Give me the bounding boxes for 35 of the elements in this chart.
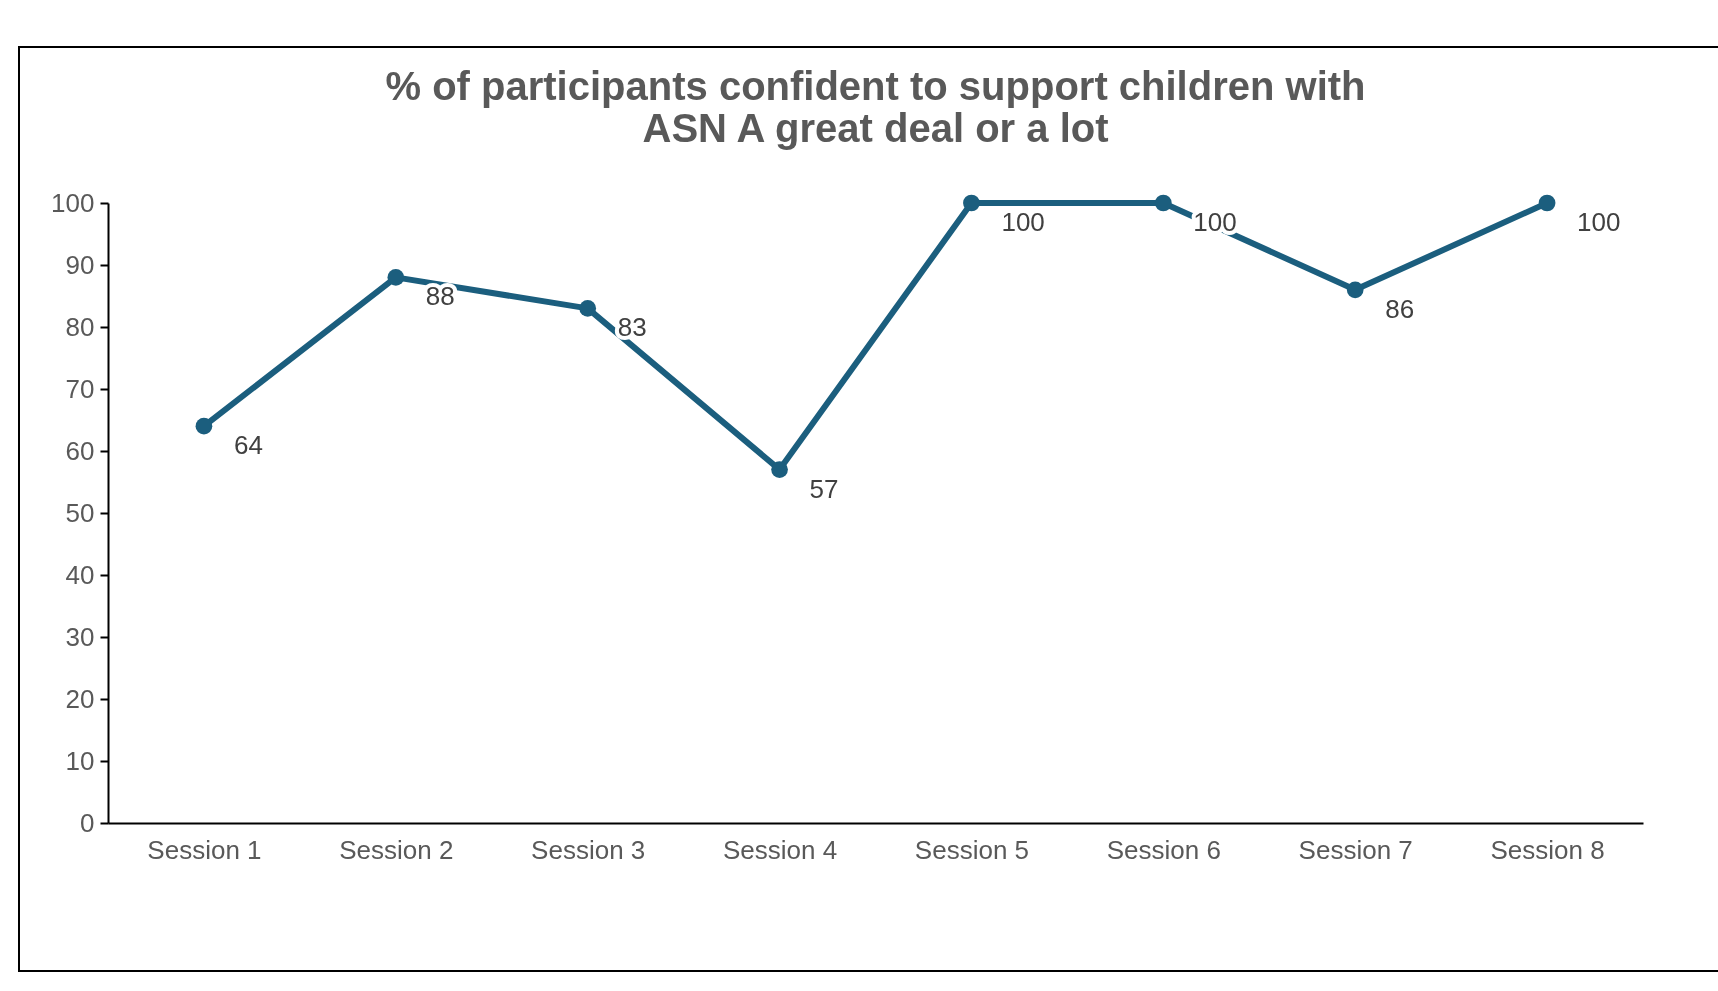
y-tick-label: 60 xyxy=(65,435,95,466)
point xyxy=(195,417,213,435)
y-tick-label: 40 xyxy=(65,559,95,590)
point xyxy=(1538,194,1556,212)
y-tick-label: 70 xyxy=(65,373,95,404)
data-label: 83 xyxy=(617,312,647,343)
point xyxy=(579,300,597,317)
point xyxy=(1154,194,1172,212)
y-tick-label: 30 xyxy=(65,621,95,652)
data-label: 57 xyxy=(809,473,839,504)
x-tick-label: Session 4 xyxy=(722,834,838,865)
y-tick-label: 50 xyxy=(65,497,95,528)
x-tick-label: Session 1 xyxy=(147,834,262,865)
chart-title: % of participants confident to support children with ASN A great deal or a lot xyxy=(385,64,1366,150)
x-tick-label: Session 7 xyxy=(1298,834,1413,865)
data-label: 100 xyxy=(1577,207,1621,237)
y-tick-label: 0 xyxy=(80,807,95,838)
data-label: 64 xyxy=(233,430,263,461)
y-tick-label: 20 xyxy=(65,683,95,714)
point xyxy=(1346,281,1364,299)
x-tick-label: Session 2 xyxy=(339,834,454,865)
x-tick-label: Session 8 xyxy=(1490,834,1605,865)
y-tick-label: 10 xyxy=(65,745,95,776)
y-tick-label: 100 xyxy=(51,187,95,218)
point xyxy=(387,269,405,286)
data-label: 100 xyxy=(1001,207,1045,237)
x-tick-label: Session 6 xyxy=(1106,834,1221,865)
point xyxy=(963,194,980,212)
y-tick-label: 80 xyxy=(65,311,95,342)
point xyxy=(771,461,788,478)
y-tick-label: 90 xyxy=(65,249,95,280)
x-tick-label: Session 5 xyxy=(914,834,1030,865)
x-tick-label: Session 3 xyxy=(531,834,646,865)
data-label: 86 xyxy=(1385,293,1415,324)
data-label: 88 xyxy=(425,281,455,312)
